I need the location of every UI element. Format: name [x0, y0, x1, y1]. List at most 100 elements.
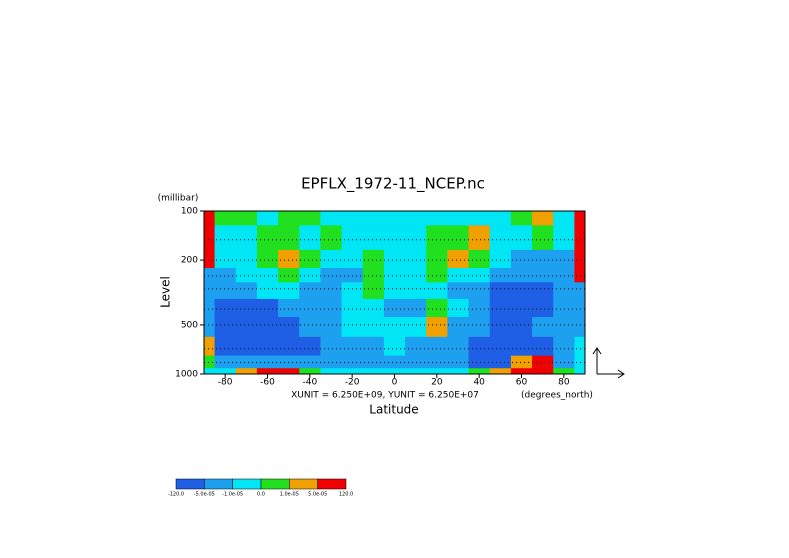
field-cell [235, 211, 258, 226]
field-cell [426, 298, 448, 318]
field-cell [426, 211, 448, 226]
field-cell [204, 355, 216, 369]
field-cell [489, 368, 512, 375]
field-cell [489, 211, 512, 226]
field [204, 211, 586, 375]
field-cell [278, 225, 300, 251]
field-cell [510, 211, 533, 226]
field-cell [532, 211, 554, 226]
field-cell [510, 317, 533, 338]
field-cell [426, 249, 448, 269]
field-cell [299, 249, 321, 269]
field-cell [299, 298, 321, 318]
colorbar-box [317, 478, 347, 490]
field-cell [278, 317, 300, 338]
field-cell [235, 298, 258, 318]
field-cell [235, 249, 258, 269]
x-unit: (degrees_north) [521, 391, 593, 401]
colorbar-label: 120.0 [339, 492, 353, 498]
field-cell [235, 282, 258, 300]
field-cell [468, 298, 491, 318]
field-cell [468, 317, 491, 338]
field-cell [553, 298, 575, 318]
field-cell [204, 249, 216, 269]
colorbar-label: 1.0e-05 [280, 492, 299, 498]
field-cell [204, 267, 216, 283]
colorbar-box [175, 478, 205, 490]
field-cell [383, 282, 406, 300]
field-cell [214, 282, 237, 300]
field-cell [405, 282, 427, 300]
field-cell [383, 368, 406, 375]
field-cell [468, 368, 491, 375]
field-cell [489, 317, 512, 338]
field-cell [320, 249, 343, 269]
field-cell [447, 336, 470, 357]
x-axis-label: Latitude [369, 403, 418, 417]
field-cell [320, 336, 343, 357]
field-cell [362, 225, 385, 251]
field-cell [278, 298, 300, 318]
field-cell [447, 368, 470, 375]
field-cell [532, 282, 554, 300]
field-cell [214, 336, 237, 357]
field-cell [405, 336, 427, 357]
field-cell [235, 267, 258, 283]
field-cell [320, 355, 343, 369]
reference-vector [592, 347, 625, 379]
field-cell [278, 249, 300, 269]
field-cell [489, 225, 512, 251]
field-cell [235, 355, 258, 369]
field-cell [532, 298, 554, 318]
field-cell [383, 225, 406, 251]
field-cell [468, 282, 491, 300]
field-cell [489, 249, 512, 269]
field-cell [468, 267, 491, 283]
field-cell [510, 336, 533, 357]
field-cell [553, 317, 575, 338]
field-cell [214, 368, 237, 375]
field-cell [574, 282, 586, 300]
y-tick-label: 1000 [175, 370, 198, 380]
field-cell [574, 355, 586, 369]
x-tick-label: -20 [345, 378, 360, 388]
field-cell [235, 336, 258, 357]
field-cell [256, 282, 279, 300]
field-cell [489, 298, 512, 318]
field-cell [235, 317, 258, 338]
field-cell [532, 225, 554, 251]
field-cell [405, 298, 427, 318]
field-cell [320, 211, 343, 226]
field-cell [256, 368, 279, 375]
field-cell [553, 336, 575, 357]
field-cell [256, 298, 279, 318]
colorbar-label: -120.0 [168, 492, 184, 498]
field-cell [383, 249, 406, 269]
y-tick-label: 500 [181, 320, 198, 330]
field-cell [553, 211, 575, 226]
field-cell [362, 317, 385, 338]
field-cell [426, 368, 448, 375]
x-tick-label: -80 [218, 378, 233, 388]
field-cell [574, 249, 586, 269]
field-cell [362, 336, 385, 357]
field-cell [510, 267, 533, 283]
field-cell [341, 336, 364, 357]
field-cell [341, 317, 364, 338]
field-cell [256, 355, 279, 369]
field-cell [532, 336, 554, 357]
field-cell [320, 282, 343, 300]
field-cell [532, 267, 554, 283]
field-cell [320, 368, 343, 375]
field-cell [362, 282, 385, 300]
y-tick-label: 100 [181, 207, 198, 217]
field-cell [204, 317, 216, 338]
field-cell [426, 355, 448, 369]
field-cell [320, 317, 343, 338]
field-cell [341, 298, 364, 318]
field-cell [341, 211, 364, 226]
field-cell [405, 355, 427, 369]
x-tick-label: 40 [473, 378, 485, 388]
field-cell [468, 225, 491, 251]
field-cell [383, 211, 406, 226]
